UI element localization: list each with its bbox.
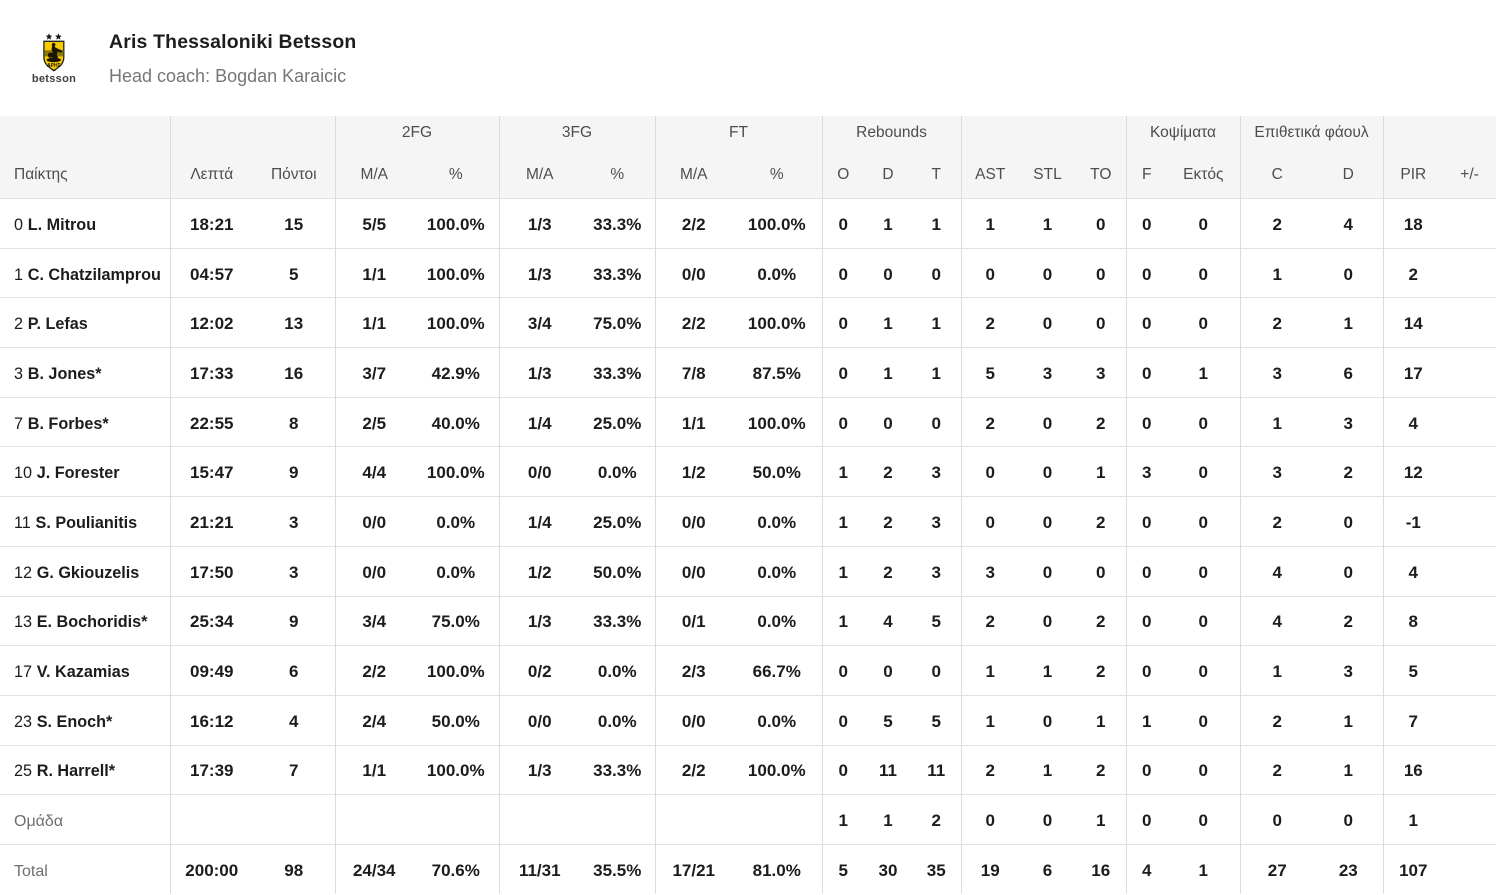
svg-text:1914: 1914 (52, 69, 57, 71)
svg-text:ΑΡΗΣ: ΑΡΗΣ (47, 63, 61, 69)
svg-text:betsson: betsson (32, 73, 76, 85)
